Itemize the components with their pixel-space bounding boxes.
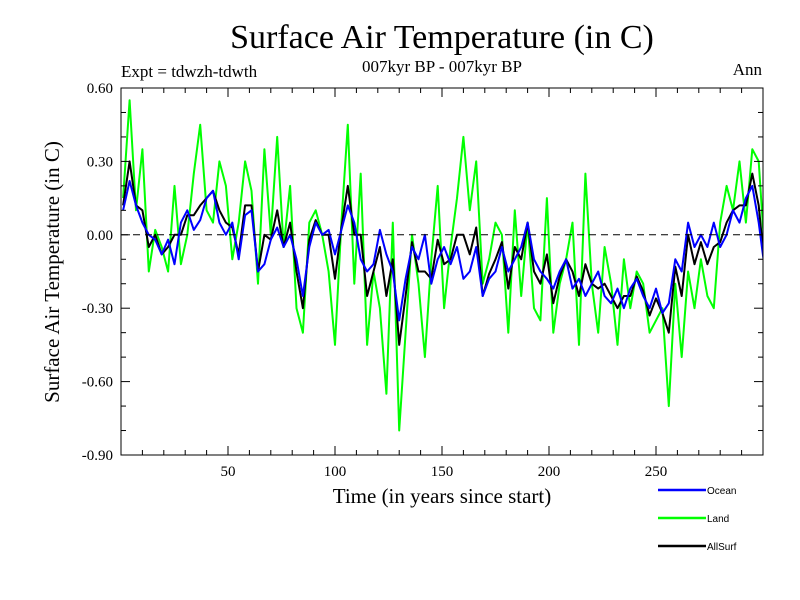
y-tick-label: -0.90 [82, 448, 113, 464]
y-tick-label: 0.30 [87, 154, 113, 170]
x-axis-label: Time (in years since start) [333, 484, 552, 508]
legend: Ocean Land AllSurf [658, 486, 737, 553]
x-tick-label: 50 [221, 464, 236, 480]
legend-label-land: Land [707, 514, 729, 525]
y-axis-label: Surface Air Temperature (in C) [40, 141, 64, 403]
y-tick-label: 0.00 [87, 228, 113, 244]
x-tick-label: 100 [324, 464, 347, 480]
series-line-ocean [122, 180, 763, 322]
x-tick-label: 200 [538, 464, 561, 480]
y-tick-label: -0.30 [82, 301, 113, 317]
series-lines [122, 99, 763, 432]
x-tick-label: 150 [431, 464, 454, 480]
experiment-label: Expt = tdwzh-tdwth [121, 62, 258, 81]
season-label: Ann [733, 60, 763, 79]
y-tick-label: 0.60 [87, 81, 113, 97]
legend-label-ocean: Ocean [707, 486, 736, 497]
chart-subtitle: 007kyr BP - 007kyr BP [362, 57, 522, 76]
y-tick-label: -0.60 [82, 375, 113, 391]
plot-area: 50 100 150 200 250 0.60 0.30 0.00 -0.30 -0.60 -0.9… [82, 81, 764, 480]
series-line-land [122, 99, 763, 432]
legend-label-allsurf: AllSurf [707, 542, 737, 553]
chart-title: Surface Air Temperature (in C) [230, 19, 654, 56]
x-tick-label: 250 [645, 464, 668, 480]
